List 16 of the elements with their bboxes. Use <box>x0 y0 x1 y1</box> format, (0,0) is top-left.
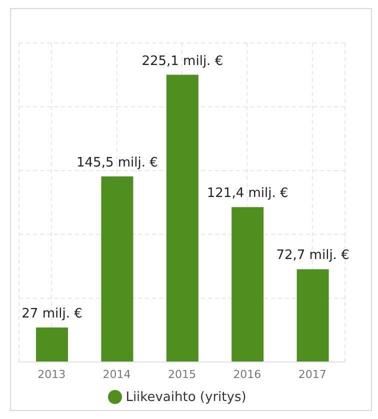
bar <box>166 74 198 362</box>
data-label: 121,4 milj. € <box>206 186 288 202</box>
data-label: 72,7 milj. € <box>276 248 350 264</box>
data-label: 27 milj. € <box>22 306 82 322</box>
bar <box>296 269 329 362</box>
x-tick-label: 2016 <box>233 368 262 381</box>
data-label: 145,5 milj. € <box>76 155 158 170</box>
x-tick-label: 2013 <box>38 368 66 381</box>
data-label: 225,1 milj. € <box>142 54 224 69</box>
legend-label: Liikevaihto (yritys) <box>126 390 246 405</box>
bar <box>101 176 134 362</box>
x-tick-label: 2014 <box>102 368 131 381</box>
bar <box>232 207 264 362</box>
bar <box>36 328 68 362</box>
x-tick-label: 2017 <box>298 368 326 381</box>
x-tick-label: 2015 <box>168 368 196 381</box>
